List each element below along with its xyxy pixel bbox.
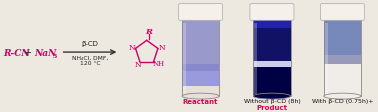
Bar: [253, 62, 291, 67]
Bar: [324, 14, 361, 22]
Bar: [324, 14, 361, 96]
Bar: [182, 72, 219, 86]
Text: NaN: NaN: [34, 48, 57, 57]
Text: NH₄Cl, DMF,: NH₄Cl, DMF,: [72, 55, 108, 60]
Bar: [182, 14, 219, 22]
FancyBboxPatch shape: [178, 5, 223, 21]
Ellipse shape: [324, 93, 361, 99]
FancyBboxPatch shape: [250, 5, 294, 21]
Bar: [253, 67, 291, 96]
Text: N: N: [128, 44, 135, 52]
Bar: [253, 29, 291, 62]
Bar: [182, 86, 219, 96]
Ellipse shape: [253, 93, 291, 99]
Bar: [253, 14, 291, 29]
Text: 3: 3: [53, 53, 57, 58]
Text: 120 °C: 120 °C: [80, 61, 100, 66]
Text: N: N: [158, 44, 165, 52]
Bar: [182, 14, 219, 96]
Bar: [325, 24, 328, 94]
Text: With β-CD (0.75h)+: With β-CD (0.75h)+: [311, 98, 373, 103]
Bar: [182, 65, 219, 72]
Bar: [183, 24, 186, 94]
Text: β-CD: β-CD: [82, 41, 98, 47]
Text: N: N: [135, 60, 141, 68]
Text: Reactant: Reactant: [183, 98, 218, 104]
Text: Without β-CD (8h): Without β-CD (8h): [243, 98, 300, 103]
Bar: [253, 14, 291, 96]
Bar: [324, 55, 361, 65]
Bar: [324, 65, 361, 96]
Text: NH: NH: [152, 59, 164, 67]
Text: R-CN: R-CN: [3, 48, 29, 57]
Ellipse shape: [182, 93, 219, 99]
Text: R: R: [145, 27, 152, 35]
Text: Product: Product: [256, 104, 288, 110]
Text: +: +: [23, 48, 31, 58]
FancyBboxPatch shape: [321, 5, 364, 21]
Bar: [324, 22, 361, 55]
Bar: [182, 22, 219, 65]
Bar: [254, 24, 257, 94]
